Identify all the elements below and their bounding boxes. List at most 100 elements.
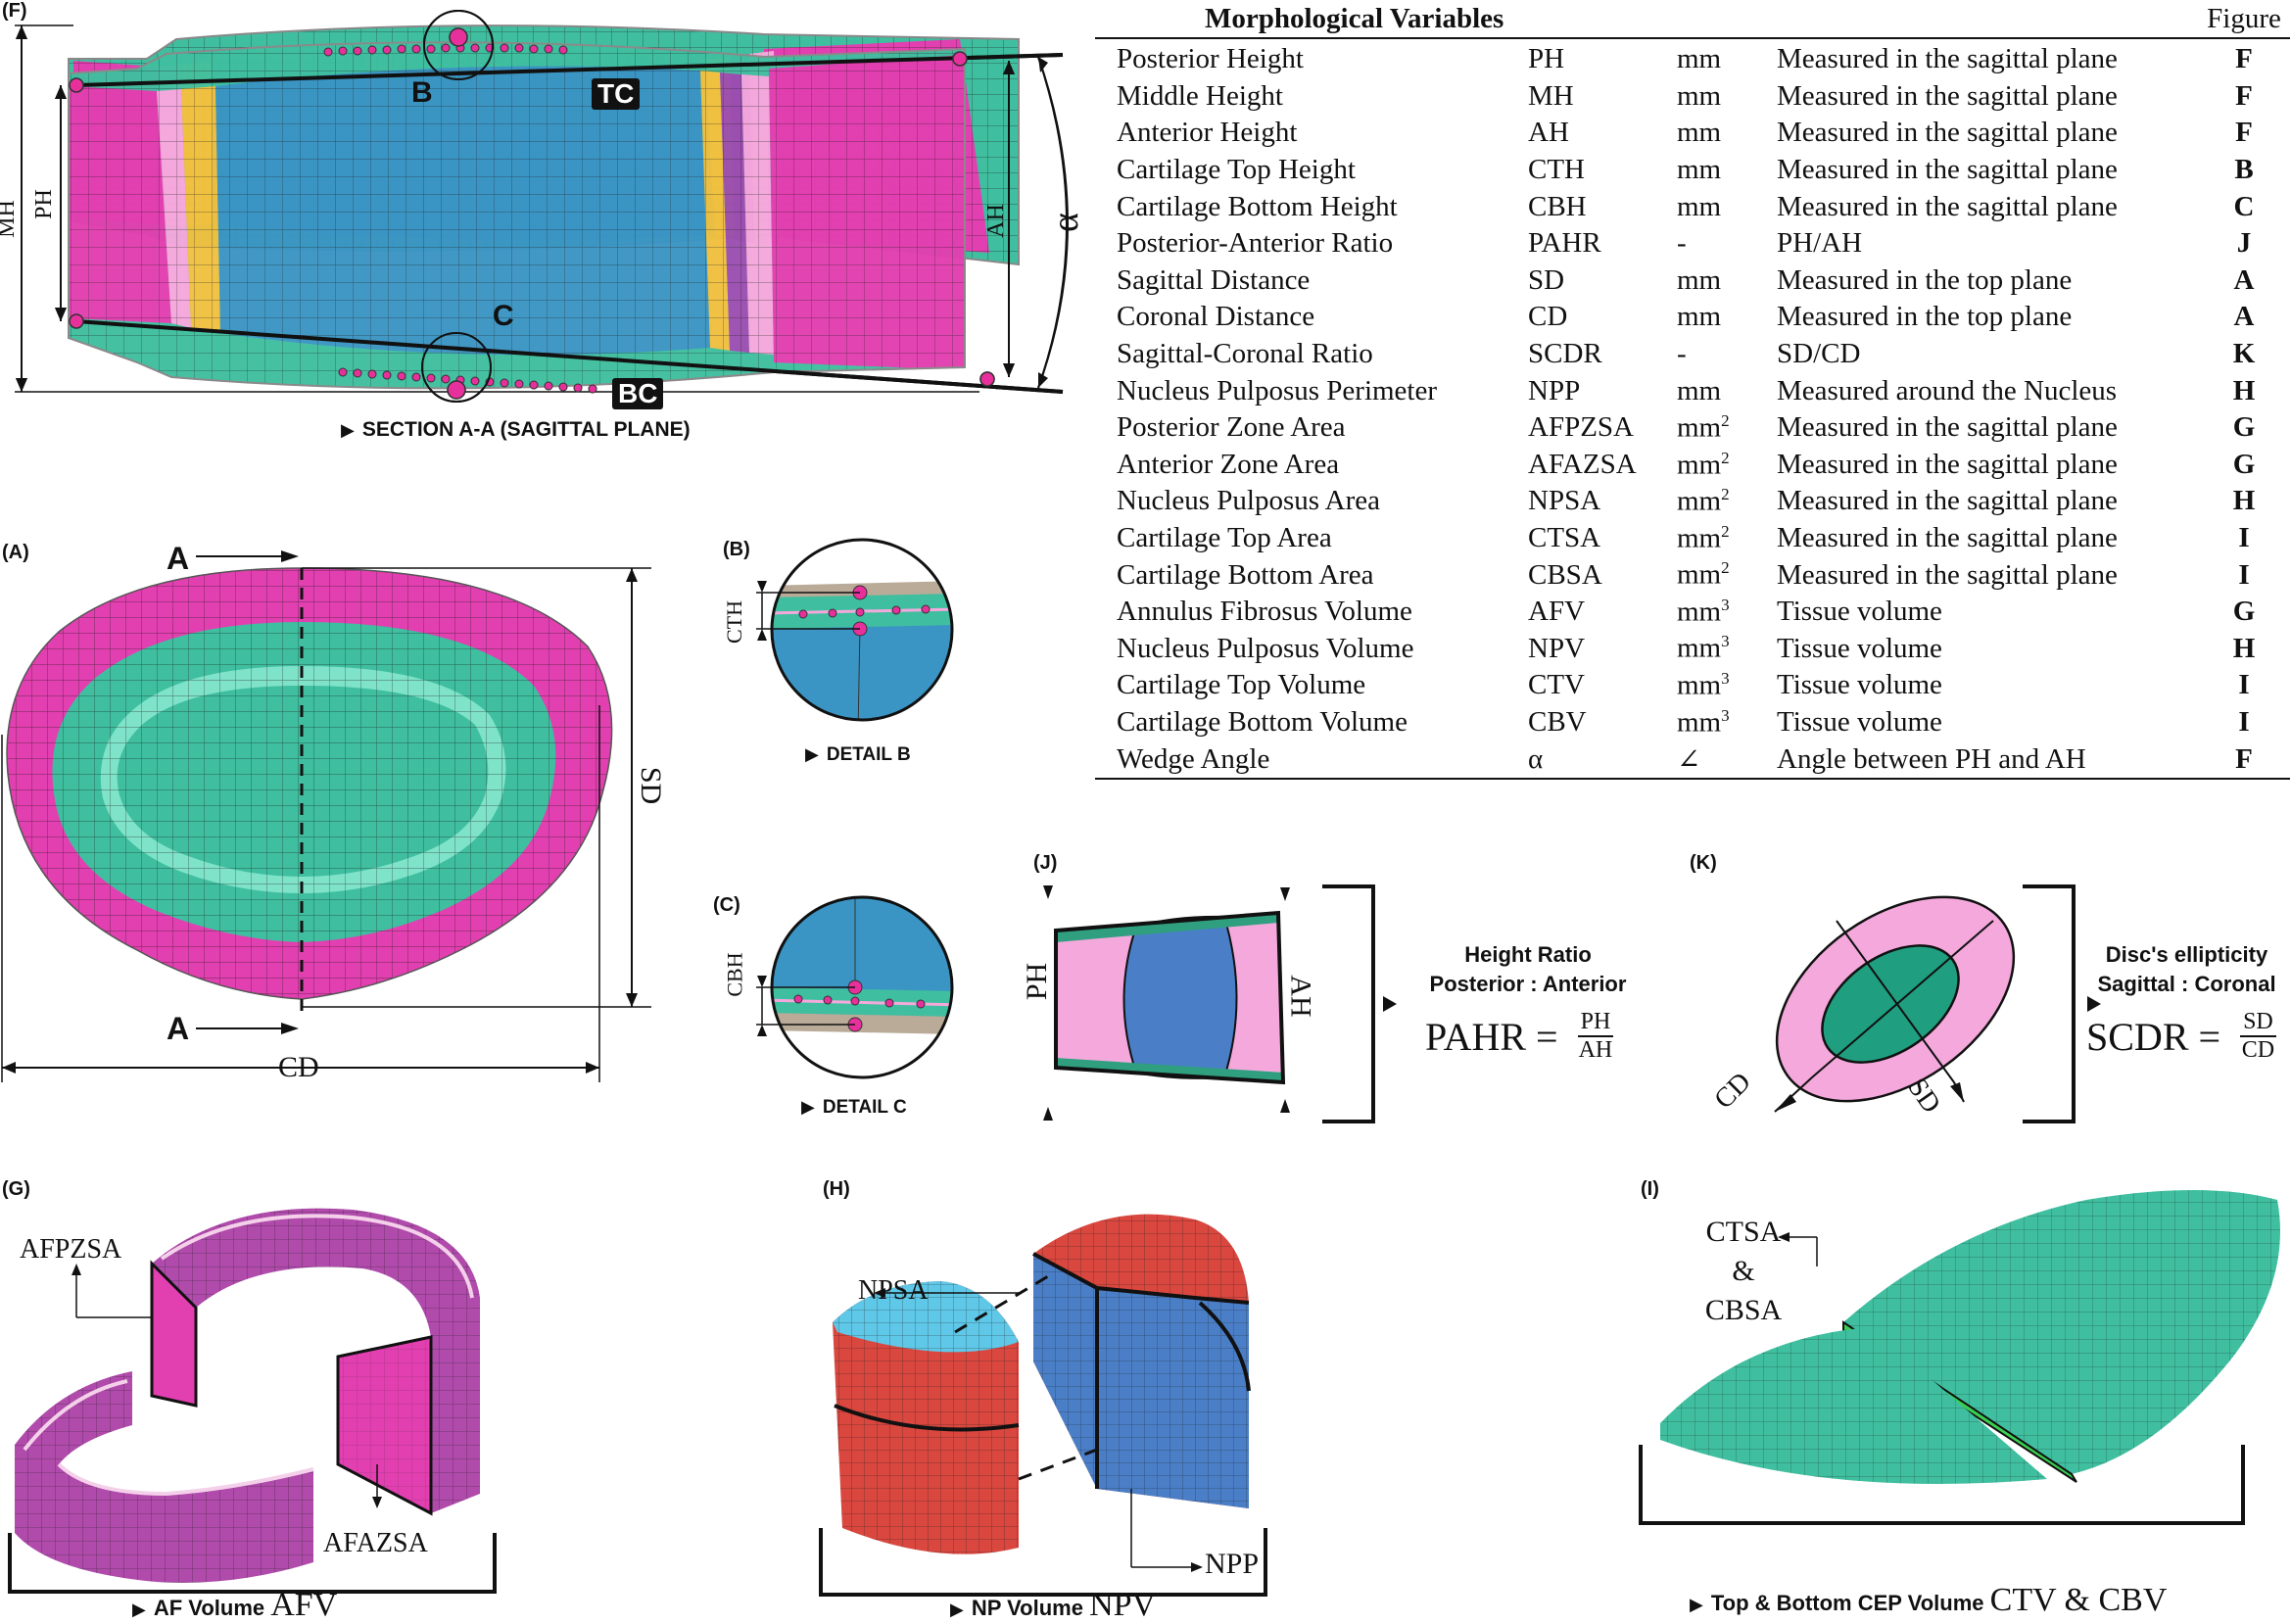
unit-text: mm bbox=[1677, 411, 1722, 444]
variable-desc-cell: SD/CD bbox=[1777, 338, 1861, 370]
variable-abbr-cell: CBV bbox=[1528, 705, 1587, 738]
variable-figure-cell: H bbox=[2232, 374, 2256, 406]
panel-label-k: (K) bbox=[1690, 852, 1717, 874]
unit-text: mm bbox=[1677, 43, 1722, 75]
variable-name-cell: Cartilage Bottom Area bbox=[1117, 558, 1374, 591]
variable-unit-cell: mm3 bbox=[1677, 704, 1777, 741]
variable-name-cell: Anterior Zone Area bbox=[1117, 448, 1340, 480]
variable-figure-cell: G bbox=[2232, 411, 2256, 444]
panel-label-g: (G) bbox=[2, 1178, 30, 1200]
sagittal-disc-shape bbox=[16, 10, 1068, 403]
table-row: Nucleus Pulposus Volume NPV mm3 Tissue volu… bbox=[1095, 631, 2290, 668]
variable-abbr-cell: NPV bbox=[1528, 632, 1586, 664]
variable-name-cell: Posterior-Anterior Ratio bbox=[1117, 227, 1394, 260]
j-dim-ah: AH bbox=[1284, 975, 1317, 1018]
variable-desc-cell: Measured in the sagittal plane bbox=[1777, 522, 2118, 554]
unit-text: mm bbox=[1677, 263, 1722, 296]
unit-text: mm bbox=[1677, 374, 1722, 406]
variable-abbr-cell: PH bbox=[1528, 43, 1565, 75]
table-body: Posterior Height PH mm Measured in the sagi… bbox=[1095, 38, 2290, 780]
table-row: Coronal Distance CD mm Measured in the top … bbox=[1095, 299, 2290, 336]
unit-text: mm bbox=[1677, 79, 1722, 112]
variable-abbr-cell: α bbox=[1528, 740, 1677, 780]
pahr-formula: PAHR = PH AH bbox=[1425, 1009, 1614, 1063]
dim-cd: CD bbox=[278, 1051, 319, 1083]
variable-unit-cell: mm bbox=[1677, 38, 1777, 78]
variable-desc-cell: Measured in the sagittal plane bbox=[1777, 411, 2118, 444]
variable-unit-cell: mm2 bbox=[1677, 447, 1777, 484]
table-header: Morphological Variables bbox=[1095, 0, 2198, 39]
variable-name-cell: Cartilage Top Area bbox=[1117, 522, 1332, 554]
height-ratio-title: Height Ratio Posterior : Anterior bbox=[1410, 940, 1646, 999]
variable-abbr-cell: AFAZSA bbox=[1528, 448, 1637, 480]
table-row: Cartilage Top Area CTSA mm2 Measured in the… bbox=[1095, 520, 2290, 557]
dim-cbh: CBH bbox=[722, 952, 747, 997]
variable-desc-cell: Angle between PH and AH bbox=[1777, 740, 2198, 780]
variable-figure-cell: I bbox=[2238, 558, 2250, 591]
j-dim-ph: PH bbox=[1021, 962, 1054, 1001]
dim-sd: SD bbox=[635, 766, 668, 805]
unit-exponent: 3 bbox=[1721, 632, 1730, 651]
variable-figure-cell: J bbox=[2236, 227, 2252, 260]
variable-name-cell: Posterior Zone Area bbox=[1117, 411, 1346, 444]
caption-triangle-icon: ▶ bbox=[1690, 1595, 1703, 1614]
variable-unit-cell: mm bbox=[1677, 78, 1777, 116]
panel-label-f: (F) bbox=[2, 0, 27, 22]
variable-desc-cell: Measured in the sagittal plane bbox=[1777, 154, 2118, 186]
ellipticity-title-1: Disc's ellipticity bbox=[2105, 942, 2268, 967]
marker-c-label: C bbox=[493, 300, 514, 332]
table-row: Cartilage Bottom Area CBSA mm2 Measured in … bbox=[1095, 556, 2290, 594]
variable-unit-cell: mm bbox=[1677, 152, 1777, 189]
unit-text: - bbox=[1677, 338, 1687, 370]
unit-exponent: 3 bbox=[1721, 595, 1730, 614]
np-volume-caption-serif: NPV bbox=[1089, 1587, 1157, 1623]
marker-b-label: B bbox=[411, 76, 433, 109]
label-npsa: NPSA bbox=[858, 1275, 929, 1306]
pahr-lhs: PAHR bbox=[1425, 1014, 1527, 1059]
variable-figure-cell: G bbox=[2232, 596, 2256, 628]
dim-ph: PH bbox=[30, 189, 57, 219]
variable-desc-cell: Measured in the sagittal plane bbox=[1777, 190, 2118, 222]
label-ctsa-cbsa: CTSA & CBSA bbox=[1699, 1213, 1788, 1330]
variable-figure-cell: F bbox=[2235, 117, 2253, 149]
unit-text: mm bbox=[1677, 706, 1722, 739]
variable-name-cell: Wedge Angle bbox=[1095, 740, 1528, 780]
np-volume-caption: ▶ NP Volume NPV bbox=[950, 1587, 1156, 1624]
ellipticity-title-2: Sagittal : Coronal bbox=[2097, 972, 2276, 996]
variable-unit-cell: mm2 bbox=[1677, 409, 1777, 447]
section-caption: ▶ SECTION A-A (SAGITTAL PLANE) bbox=[341, 418, 691, 442]
caption-triangle-icon: ▶ bbox=[132, 1600, 146, 1619]
tc-badge: TC bbox=[592, 78, 641, 110]
unit-text: mm bbox=[1677, 449, 1722, 481]
variable-name-cell: Middle Height bbox=[1117, 79, 1283, 112]
table-row: Sagittal-Coronal Ratio SCDR - SD/CD K bbox=[1095, 336, 2290, 373]
pahr-den: AH bbox=[1578, 1037, 1613, 1063]
variable-figure-cell: B bbox=[2234, 154, 2254, 186]
height-ratio-diagram bbox=[1043, 884, 1397, 1123]
unit-exponent: 2 bbox=[1721, 521, 1730, 541]
label-afpzsa: AFPZSA bbox=[20, 1234, 122, 1265]
variable-abbr-cell: CTSA bbox=[1528, 522, 1601, 554]
caption-triangle-icon: ▶ bbox=[801, 1097, 815, 1117]
variable-unit-cell: mm3 bbox=[1677, 594, 1777, 631]
unit-exponent: 3 bbox=[1721, 705, 1730, 725]
variable-desc-cell: Measured in the top plane bbox=[1777, 301, 2073, 333]
variable-abbr-cell: CD bbox=[1528, 301, 1568, 333]
caption-triangle-icon: ▶ bbox=[805, 744, 819, 764]
table-row: Middle Height MH mm Measured in the sagitta… bbox=[1095, 78, 2290, 116]
morphological-variables-table: Morphological Variables Figure Posterior… bbox=[1095, 0, 2290, 780]
unit-exponent: 3 bbox=[1721, 669, 1730, 689]
variable-figure-cell: F bbox=[2235, 79, 2253, 112]
variable-unit-cell: - bbox=[1677, 336, 1777, 373]
variable-figure-cell: I bbox=[2238, 669, 2250, 701]
scdr-fraction: SD CD bbox=[2240, 1009, 2276, 1064]
variable-unit-cell: mm bbox=[1677, 299, 1777, 336]
variable-desc-cell: Measured around the Nucleus bbox=[1777, 374, 2118, 406]
dim-mh: MH bbox=[0, 200, 20, 238]
section-caption-text: SECTION A-A (SAGITTAL PLANE) bbox=[361, 418, 691, 441]
disc-top-view bbox=[1, 550, 651, 1082]
variable-figure-cell: H bbox=[2232, 632, 2256, 664]
variable-abbr-cell: AFV bbox=[1528, 596, 1586, 628]
dim-cth: CTH bbox=[722, 600, 746, 644]
table-header-row: Morphological Variables Figure bbox=[1095, 0, 2290, 39]
